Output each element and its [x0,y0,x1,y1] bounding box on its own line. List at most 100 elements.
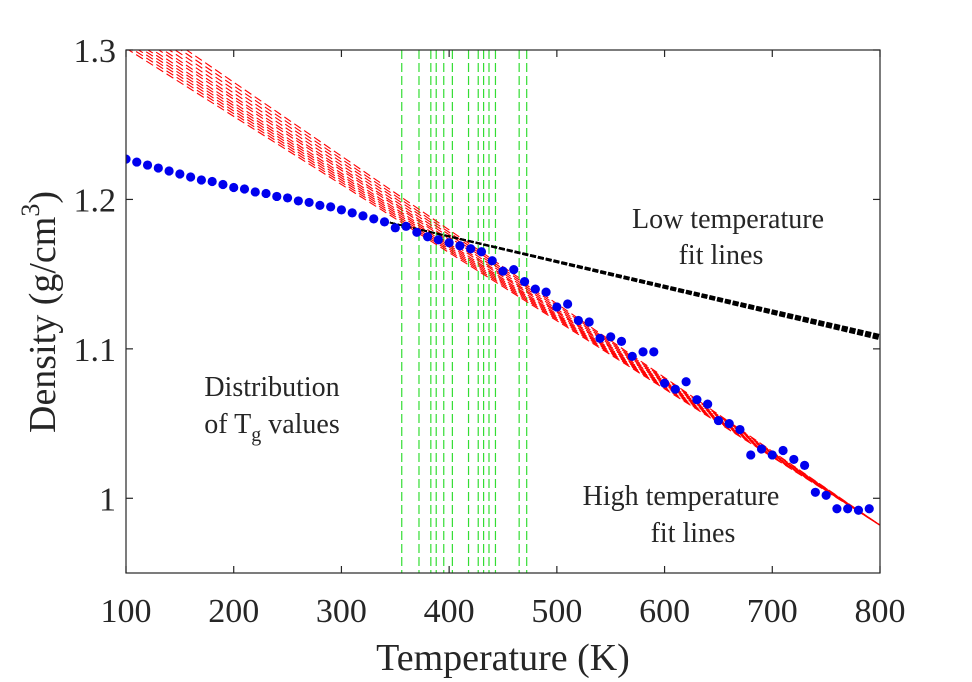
high-temperature-fit-line [127,50,880,526]
data-point [433,235,443,245]
data-point [767,450,777,460]
high-temperature-fit-line [174,50,880,526]
data-point [713,415,724,426]
y-tick-label: 1 [99,481,116,518]
data-point [864,504,874,514]
data-point [455,241,465,251]
data-point [239,184,250,194]
svg-text:Distribution: Distribution [204,372,339,403]
data-point [821,490,831,500]
x-tick-label: 500 [531,593,582,630]
data-point [261,188,271,199]
data-point [703,399,713,409]
data-point [519,277,530,287]
data-point [627,351,637,361]
svg-text:High temperature: High temperature [583,481,780,512]
data-point [444,238,454,248]
data-point [250,187,260,197]
data-point [800,460,810,471]
data-point [218,179,228,190]
data-point [326,202,336,212]
y-axis-ticks: 1 1.1 1.2 1.3 [74,33,880,518]
annotation-low-temperature: Low temperature fit lines [632,204,824,271]
data-point [681,377,691,387]
data-point [552,302,562,312]
data-point [843,504,853,514]
data-point [832,504,842,514]
data-point [186,172,196,182]
data-point [412,227,422,237]
data-point [304,197,314,208]
data-point [379,217,390,227]
data-point [369,214,379,224]
y-axis-title: Density (g/cm3) [16,191,64,433]
high-temperature-fit-line [168,50,880,526]
tg-distribution-lines [401,50,528,573]
data-point [509,265,519,275]
data-point [498,266,508,276]
data-point [573,315,584,326]
data-point [606,332,616,342]
data-point [563,299,573,309]
svg-text:of Tg values: of Tg values [204,409,339,446]
data-point [724,418,734,429]
svg-text:fit lines: fit lines [679,240,764,271]
density-data-points [126,154,874,515]
high-temperature-fit-line [157,50,880,526]
data-point [670,384,680,394]
x-tick-label: 600 [639,593,690,630]
high-temperature-fit-line [142,50,880,526]
x-axis-ticks: 100 200 300 400 500 600 700 800 [101,50,906,630]
data-point [401,221,411,231]
y-tick-label: 1.1 [74,332,117,369]
data-point [541,287,551,297]
x-tick-label: 300 [316,593,367,630]
data-point [735,424,745,435]
data-point [638,347,648,357]
data-point [132,157,142,167]
data-point [659,378,670,388]
data-point [530,284,540,294]
data-point [153,163,163,173]
data-point [423,232,433,242]
data-point [390,223,400,233]
x-axis-title: Temperature (K) [376,637,630,679]
svg-text:Low temperature: Low temperature [632,204,824,235]
data-point [595,333,605,343]
data-point [466,244,476,254]
data-point [164,166,174,176]
x-tick-label: 400 [424,593,475,630]
high-temperature-fit-line [151,50,880,526]
low-temperature-fit-line [389,221,880,341]
data-point [810,487,820,497]
x-tick-label: 800 [855,593,906,630]
svg-text:fit lines: fit lines [651,518,736,549]
data-point [126,154,131,164]
data-point [272,191,282,202]
high-temperature-fit-line [162,50,880,526]
data-point [853,505,864,515]
data-point [175,169,185,179]
low-temperature-fit-lines [389,221,880,341]
data-point [358,211,368,221]
data-point [487,256,497,266]
plot-frame [125,49,881,574]
data-point [229,182,239,193]
high-temperature-fit-lines [127,50,880,526]
data-point [282,193,293,203]
data-point [778,445,788,456]
data-point [476,247,487,257]
x-tick-label: 700 [747,593,798,630]
y-tick-label: 1.2 [74,182,117,219]
data-point [315,200,325,211]
x-tick-label: 200 [208,593,259,630]
y-tick-label: 1.3 [74,33,117,70]
data-point [649,347,659,357]
data-point [746,450,756,460]
data-point [616,336,627,346]
high-temperature-fit-line [179,50,880,526]
annotation-tg-distribution: Distribution of Tg values [204,372,339,446]
x-tick-label: 100 [101,593,152,630]
data-point [336,205,347,215]
